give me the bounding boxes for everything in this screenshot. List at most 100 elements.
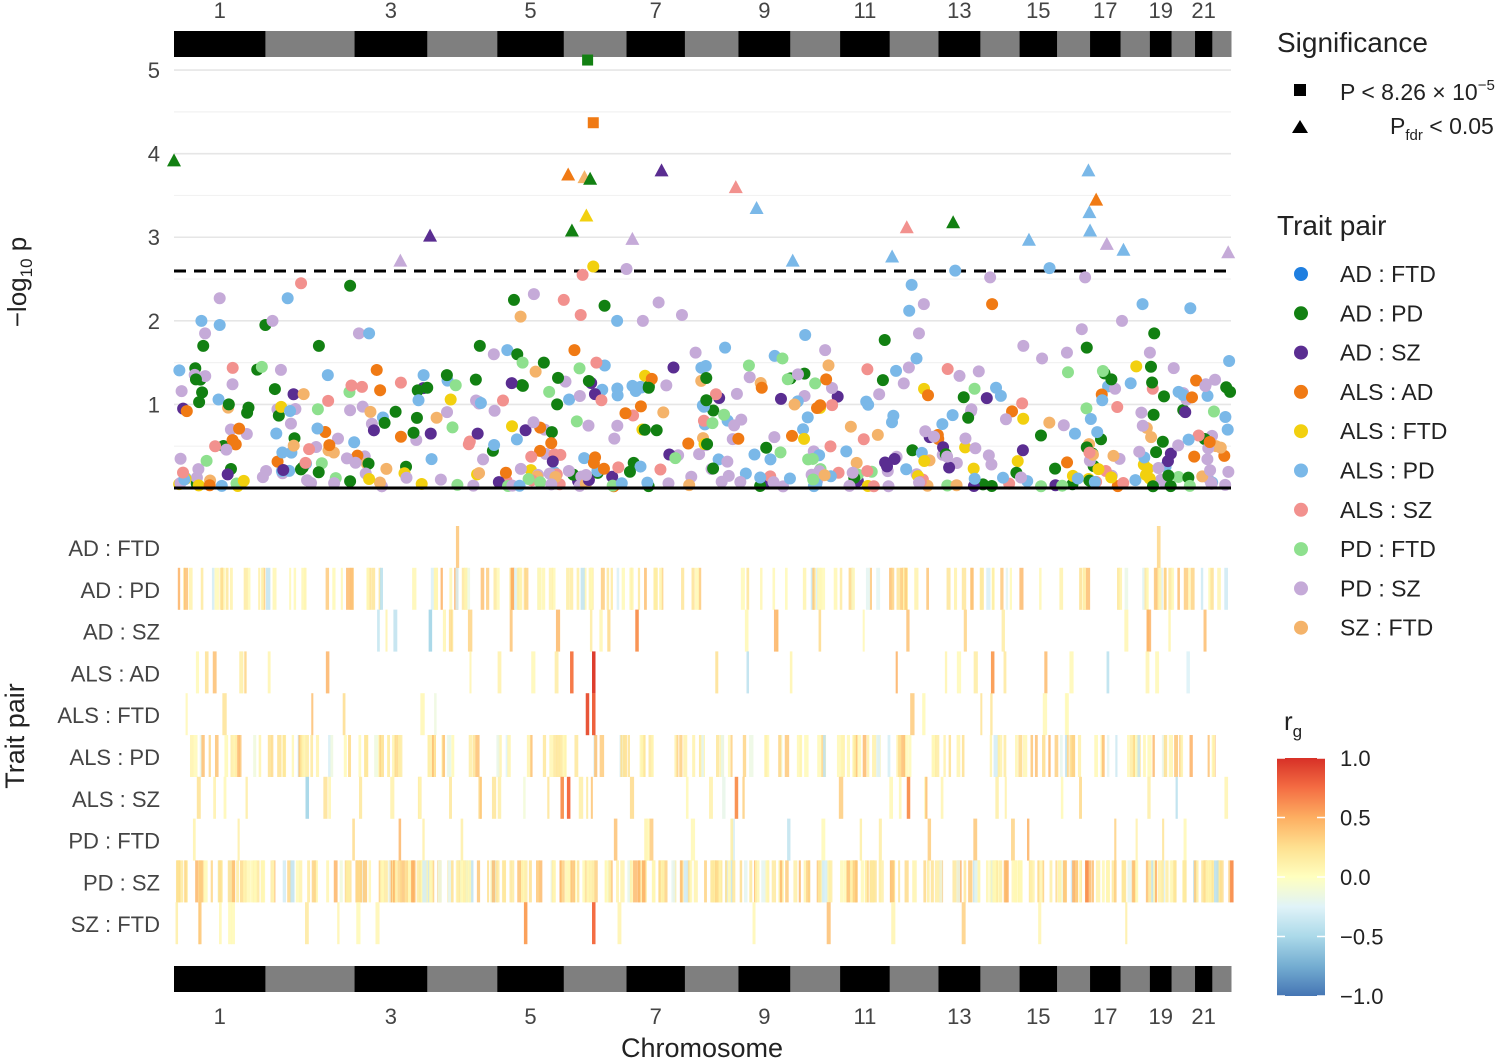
heatmap-cell: [740, 567, 745, 610]
heatmap-cell: [891, 567, 895, 610]
manhattan-point-bg: [873, 388, 886, 401]
heatmap-cell: [1003, 860, 1008, 903]
chromosome-band-8: [684, 31, 739, 57]
chromosome-label-21: 21: [1191, 1004, 1215, 1029]
manhattan-point-triangle: [885, 249, 900, 263]
manhattan-point-bg: [881, 460, 894, 473]
manhattan-point: [1143, 346, 1156, 359]
heatmap-row-label: AD : PD: [81, 578, 160, 603]
heatmap-cell: [1163, 735, 1168, 777]
heatmap-cell: [255, 860, 260, 903]
manhattan-point-bg: [788, 398, 801, 411]
manhattan-point: [590, 356, 603, 369]
colorbar-tick-label: 0.5: [1340, 806, 1371, 831]
manhattan-point-bg: [707, 462, 720, 475]
heatmap-cell: [328, 735, 331, 777]
heatmap-cell: [1201, 860, 1206, 903]
heatmap-cell: [1000, 567, 1004, 610]
heatmap-row-label: ALS : SZ: [72, 787, 160, 812]
heatmap-cell: [1135, 818, 1138, 861]
manhattan-point-bg: [370, 363, 383, 376]
manhattan-point-bg: [522, 473, 535, 486]
heatmap-cell: [315, 860, 319, 903]
manhattan-point: [516, 356, 529, 369]
heatmap-cell: [872, 735, 877, 777]
heatmap-cell: [599, 609, 603, 652]
chromosome-band-11: [840, 31, 891, 57]
manhattan-point-triangle: [1116, 242, 1131, 256]
heatmap-cell: [1209, 860, 1214, 903]
colorbar-tick-label: −1.0: [1340, 984, 1383, 1009]
manhattan-point-bg: [394, 376, 407, 389]
heatmap-cell: [1210, 567, 1214, 610]
chromosome-label-13: 13: [947, 0, 971, 23]
heatmap-cell: [223, 567, 226, 610]
manhattan-point-bg: [959, 441, 972, 454]
heatmap-cell: [442, 609, 446, 652]
heatmap-cell: [289, 567, 292, 610]
chromosome-band-22: [1212, 966, 1232, 992]
heatmap-cell: [698, 567, 702, 610]
manhattan-point-bg: [1133, 445, 1146, 458]
manhattan-point-bg: [1016, 397, 1029, 410]
heatmap-cell: [749, 735, 754, 777]
manhattan-point-bg: [623, 465, 636, 478]
heatmap-cell: [961, 735, 965, 777]
chromosome-label-15: 15: [1026, 1004, 1050, 1029]
heatmap-cell: [392, 735, 396, 777]
heatmap-cell: [1114, 818, 1117, 861]
manhattan-point-bg: [1117, 477, 1130, 490]
manhattan-point: [473, 339, 486, 352]
heatmap-cell: [385, 860, 388, 903]
chromosome-band-10: [790, 966, 841, 992]
chromosome-label-19: 19: [1148, 0, 1172, 23]
heatmap-cell: [977, 860, 981, 903]
heatmap-cell: [577, 860, 580, 903]
manhattan-point-bg: [220, 443, 233, 456]
manhattan-point-bg: [529, 365, 542, 378]
manhattan-point: [241, 406, 254, 419]
manhattan-point-bg: [641, 476, 654, 489]
heatmap-cell: [475, 735, 480, 777]
heatmap-cell: [846, 735, 850, 777]
heatmap-cell: [839, 567, 843, 610]
heatmap-cell: [509, 860, 513, 903]
chromosome-band-4: [427, 31, 498, 57]
manhattan-point-bg: [791, 368, 804, 381]
heatmap-cell: [185, 693, 188, 736]
manhattan-point-bg: [1061, 456, 1074, 469]
manhattan-point-bg: [237, 474, 250, 487]
manhattan-point-bg: [732, 432, 745, 445]
heatmap-cell: [455, 860, 460, 903]
heatmap-cell: [267, 651, 271, 694]
heatmap-cell: [583, 567, 587, 610]
manhattan-point-bg: [277, 464, 290, 477]
heatmap-cell: [291, 735, 295, 777]
heatmap-cell: [513, 567, 518, 610]
manhattan-point-bg: [1080, 402, 1093, 415]
manhattan-point-triangle: [561, 167, 576, 181]
heatmap-cell: [408, 860, 412, 903]
heatmap-cell: [1193, 860, 1197, 903]
heatmap-cell: [537, 567, 542, 610]
manhattan-point: [363, 327, 376, 340]
heatmap-cell: [1175, 776, 1178, 819]
manhattan-point-bg: [959, 432, 972, 445]
heatmap-cell: [379, 567, 384, 610]
heatmap-cell: [525, 567, 529, 610]
manhattan-point-square: [587, 117, 599, 129]
heatmap-cell: [891, 902, 896, 945]
manhattan-point-bg: [284, 417, 297, 430]
heatmap-cell: [796, 735, 802, 777]
heatmap-cell: [449, 567, 453, 610]
chromosome-band-17: [1090, 31, 1122, 57]
manhattan-point-bg: [1172, 439, 1185, 452]
manhattan-point: [903, 304, 916, 317]
heatmap-cell: [569, 567, 574, 610]
heatmap-cell: [352, 818, 355, 861]
heatmap-cell: [599, 735, 605, 777]
manhattan-point-triangle: [393, 253, 408, 267]
heatmap-cell: [410, 860, 415, 903]
heatmap-cell: [530, 735, 533, 777]
manhattan-point-bg: [801, 411, 814, 424]
